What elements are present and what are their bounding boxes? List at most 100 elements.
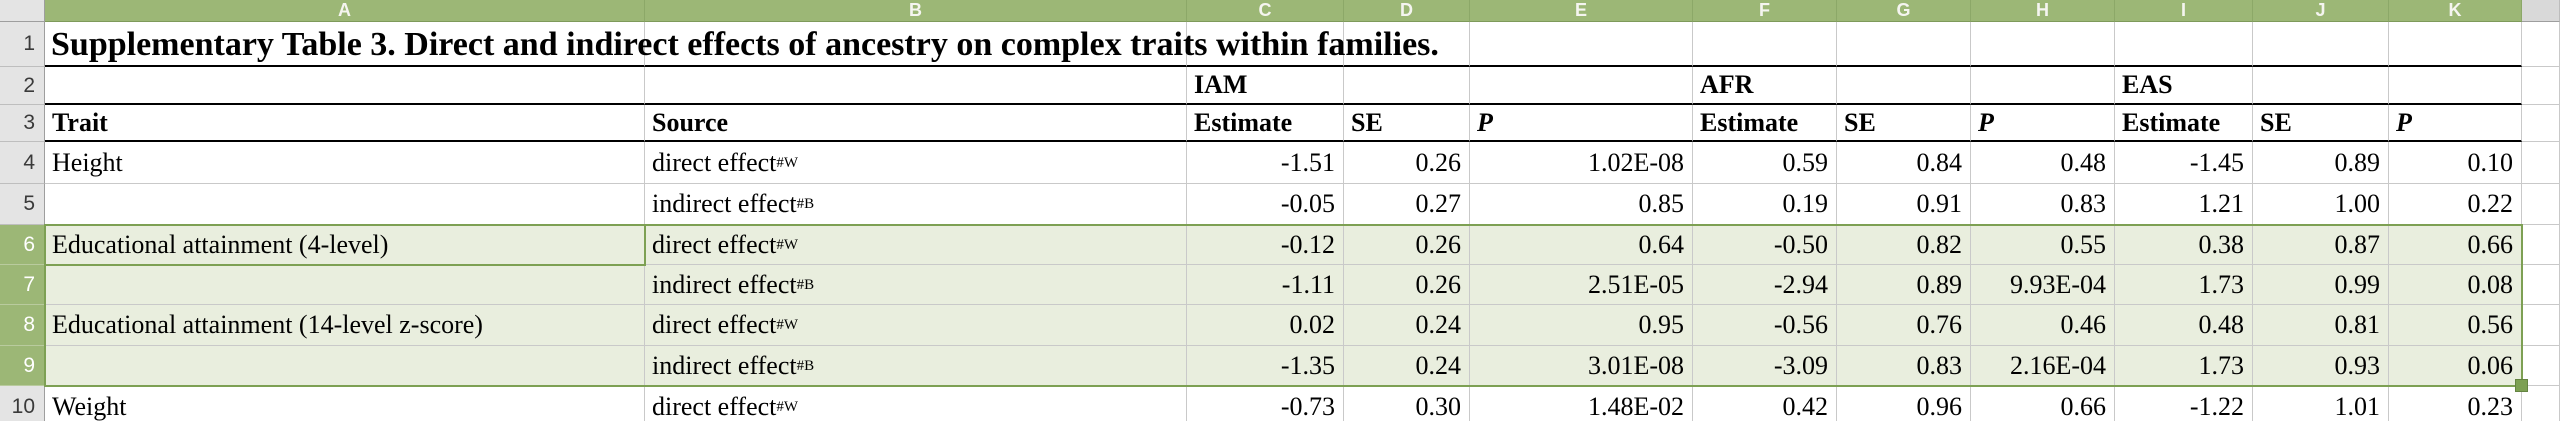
- cell-G4[interactable]: 0.84: [1837, 142, 1971, 184]
- cell-C10[interactable]: -0.73: [1187, 386, 1344, 421]
- cell-J8[interactable]: 0.81: [2253, 305, 2389, 346]
- cell-B4[interactable]: direct effect #W: [645, 142, 1187, 184]
- cell-G5[interactable]: 0.91: [1837, 184, 1971, 225]
- fill-handle[interactable]: [2515, 379, 2528, 392]
- cell-H10[interactable]: 0.66: [1971, 386, 2115, 421]
- column-header-C[interactable]: C: [1187, 0, 1344, 22]
- column-header-F[interactable]: F: [1693, 0, 1837, 22]
- cell-C5[interactable]: -0.05: [1187, 184, 1344, 225]
- cell-H9[interactable]: 2.16E-04: [1971, 346, 2115, 386]
- cell-C4[interactable]: -1.51: [1187, 142, 1344, 184]
- column-header-H[interactable]: H: [1971, 0, 2115, 22]
- cell-B9[interactable]: indirect effect #B: [645, 346, 1187, 386]
- cell-D9[interactable]: 0.24: [1344, 346, 1470, 386]
- cell-J5[interactable]: 1.00: [2253, 184, 2389, 225]
- column-header-partial[interactable]: [2522, 0, 2560, 22]
- cell-D2[interactable]: [1344, 67, 1470, 105]
- cell-D8[interactable]: 0.24: [1344, 305, 1470, 346]
- row-header-8[interactable]: 8: [0, 305, 45, 346]
- cell-H2[interactable]: [1971, 67, 2115, 105]
- cell-G8[interactable]: 0.76: [1837, 305, 1971, 346]
- cell-B8[interactable]: direct effect #W: [645, 305, 1187, 346]
- cell-B10[interactable]: direct effect #W: [645, 386, 1187, 421]
- cell-H6[interactable]: 0.55: [1971, 225, 2115, 265]
- column-header-I[interactable]: I: [2115, 0, 2253, 22]
- cell-G1[interactable]: [1837, 22, 1971, 67]
- cell-B3[interactable]: Source: [645, 105, 1187, 142]
- row-header-4[interactable]: 4: [0, 142, 45, 184]
- cell-C2[interactable]: IAM: [1187, 67, 1344, 105]
- cell-A5[interactable]: [45, 184, 645, 225]
- cell-H3[interactable]: P: [1971, 105, 2115, 142]
- cell-I5[interactable]: 1.21: [2115, 184, 2253, 225]
- cell-J2[interactable]: [2253, 67, 2389, 105]
- select-all-corner[interactable]: [0, 0, 45, 22]
- cell-J4[interactable]: 0.89: [2253, 142, 2389, 184]
- cell-C1[interactable]: [1187, 22, 1344, 67]
- cell-D6[interactable]: 0.26: [1344, 225, 1470, 265]
- cell-A1[interactable]: [45, 22, 645, 67]
- cell-F1[interactable]: [1693, 22, 1837, 67]
- cell-C8[interactable]: 0.02: [1187, 305, 1344, 346]
- cell-I2[interactable]: EAS: [2115, 67, 2253, 105]
- cell-D1[interactable]: [1344, 22, 1470, 67]
- cell-F8[interactable]: -0.56: [1693, 305, 1837, 346]
- cell-A2[interactable]: [45, 67, 645, 105]
- cell-F3[interactable]: Estimate: [1693, 105, 1837, 142]
- cell-E4[interactable]: 1.02E-08: [1470, 142, 1693, 184]
- cell-C6[interactable]: -0.12: [1187, 225, 1344, 265]
- row-header-7[interactable]: 7: [0, 265, 45, 305]
- cell-B2[interactable]: [645, 67, 1187, 105]
- cell-I3[interactable]: Estimate: [2115, 105, 2253, 142]
- cell-K8[interactable]: 0.56: [2389, 305, 2522, 346]
- cell-D3[interactable]: SE: [1344, 105, 1470, 142]
- cell-E10[interactable]: 1.48E-02: [1470, 386, 1693, 421]
- cell-G9[interactable]: 0.83: [1837, 346, 1971, 386]
- cell-L2[interactable]: [2522, 67, 2560, 105]
- cell-K4[interactable]: 0.10: [2389, 142, 2522, 184]
- row-header-10[interactable]: 10: [0, 386, 45, 421]
- cell-K1[interactable]: [2389, 22, 2522, 67]
- cell-K9[interactable]: 0.06: [2389, 346, 2522, 386]
- cell-A4[interactable]: Height: [45, 142, 645, 184]
- column-header-A[interactable]: A: [45, 0, 645, 22]
- cell-C3[interactable]: Estimate: [1187, 105, 1344, 142]
- cell-K6[interactable]: 0.66: [2389, 225, 2522, 265]
- cell-L10[interactable]: [2522, 386, 2560, 421]
- cell-E5[interactable]: 0.85: [1470, 184, 1693, 225]
- cell-K7[interactable]: 0.08: [2389, 265, 2522, 305]
- cell-A8[interactable]: Educational attainment (14-level z-score…: [45, 305, 645, 346]
- cell-L6[interactable]: [2522, 225, 2560, 265]
- cell-D7[interactable]: 0.26: [1344, 265, 1470, 305]
- cell-B1[interactable]: [645, 22, 1187, 67]
- cell-I7[interactable]: 1.73: [2115, 265, 2253, 305]
- cell-L1[interactable]: [2522, 22, 2560, 67]
- cell-I6[interactable]: 0.38: [2115, 225, 2253, 265]
- cell-F5[interactable]: 0.19: [1693, 184, 1837, 225]
- cell-G10[interactable]: 0.96: [1837, 386, 1971, 421]
- cell-E6[interactable]: 0.64: [1470, 225, 1693, 265]
- cell-J6[interactable]: 0.87: [2253, 225, 2389, 265]
- cell-K2[interactable]: [2389, 67, 2522, 105]
- column-header-G[interactable]: G: [1837, 0, 1971, 22]
- column-header-D[interactable]: D: [1344, 0, 1470, 22]
- cell-J10[interactable]: 1.01: [2253, 386, 2389, 421]
- cell-I1[interactable]: [2115, 22, 2253, 67]
- cell-A3[interactable]: Trait: [45, 105, 645, 142]
- cell-F10[interactable]: 0.42: [1693, 386, 1837, 421]
- cell-C7[interactable]: -1.11: [1187, 265, 1344, 305]
- cell-G6[interactable]: 0.82: [1837, 225, 1971, 265]
- cell-G2[interactable]: [1837, 67, 1971, 105]
- cell-E1[interactable]: [1470, 22, 1693, 67]
- row-header-3[interactable]: 3: [0, 105, 45, 142]
- cell-E9[interactable]: 3.01E-08: [1470, 346, 1693, 386]
- cell-A7[interactable]: [45, 265, 645, 305]
- row-header-6[interactable]: 6: [0, 225, 45, 265]
- cell-D4[interactable]: 0.26: [1344, 142, 1470, 184]
- cell-C9[interactable]: -1.35: [1187, 346, 1344, 386]
- cell-H7[interactable]: 9.93E-04: [1971, 265, 2115, 305]
- cell-D5[interactable]: 0.27: [1344, 184, 1470, 225]
- row-header-1[interactable]: 1: [0, 22, 45, 67]
- cell-J9[interactable]: 0.93: [2253, 346, 2389, 386]
- column-header-J[interactable]: J: [2253, 0, 2389, 22]
